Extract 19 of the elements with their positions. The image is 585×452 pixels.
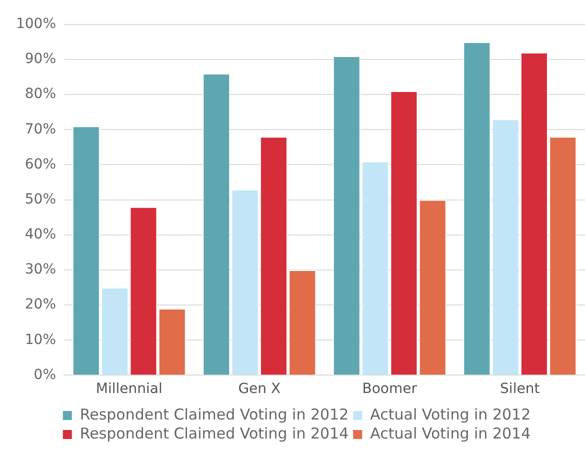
legend-label: Respondent Claimed Voting in 2012 xyxy=(80,405,349,424)
y-tick-label: 70% xyxy=(24,121,56,138)
legend-label: Actual Voting in 2014 xyxy=(370,424,531,442)
x-tick-label: Boomer xyxy=(362,381,418,398)
legend-label: Actual Voting in 2012 xyxy=(370,405,531,424)
y-tick-label: 100% xyxy=(16,16,56,32)
y-tick-label: 40% xyxy=(24,226,56,243)
y-tick-label: 30% xyxy=(24,262,56,278)
y-tick-label: 0% xyxy=(34,366,56,383)
y-tick-label: 80% xyxy=(24,86,56,102)
y-tick-label: 90% xyxy=(24,51,56,68)
y-tick-label: 10% xyxy=(24,332,56,348)
x-tick-label: Gen X xyxy=(238,381,281,398)
y-tick-label: 60% xyxy=(24,156,56,172)
y-tick-label: 50% xyxy=(24,191,56,208)
legend-label: Respondent Claimed Voting in 2014 xyxy=(80,424,349,442)
x-tick-label: Silent xyxy=(500,381,540,398)
x-tick-label: Millennial xyxy=(96,381,162,398)
y-tick-label: 20% xyxy=(24,296,56,313)
